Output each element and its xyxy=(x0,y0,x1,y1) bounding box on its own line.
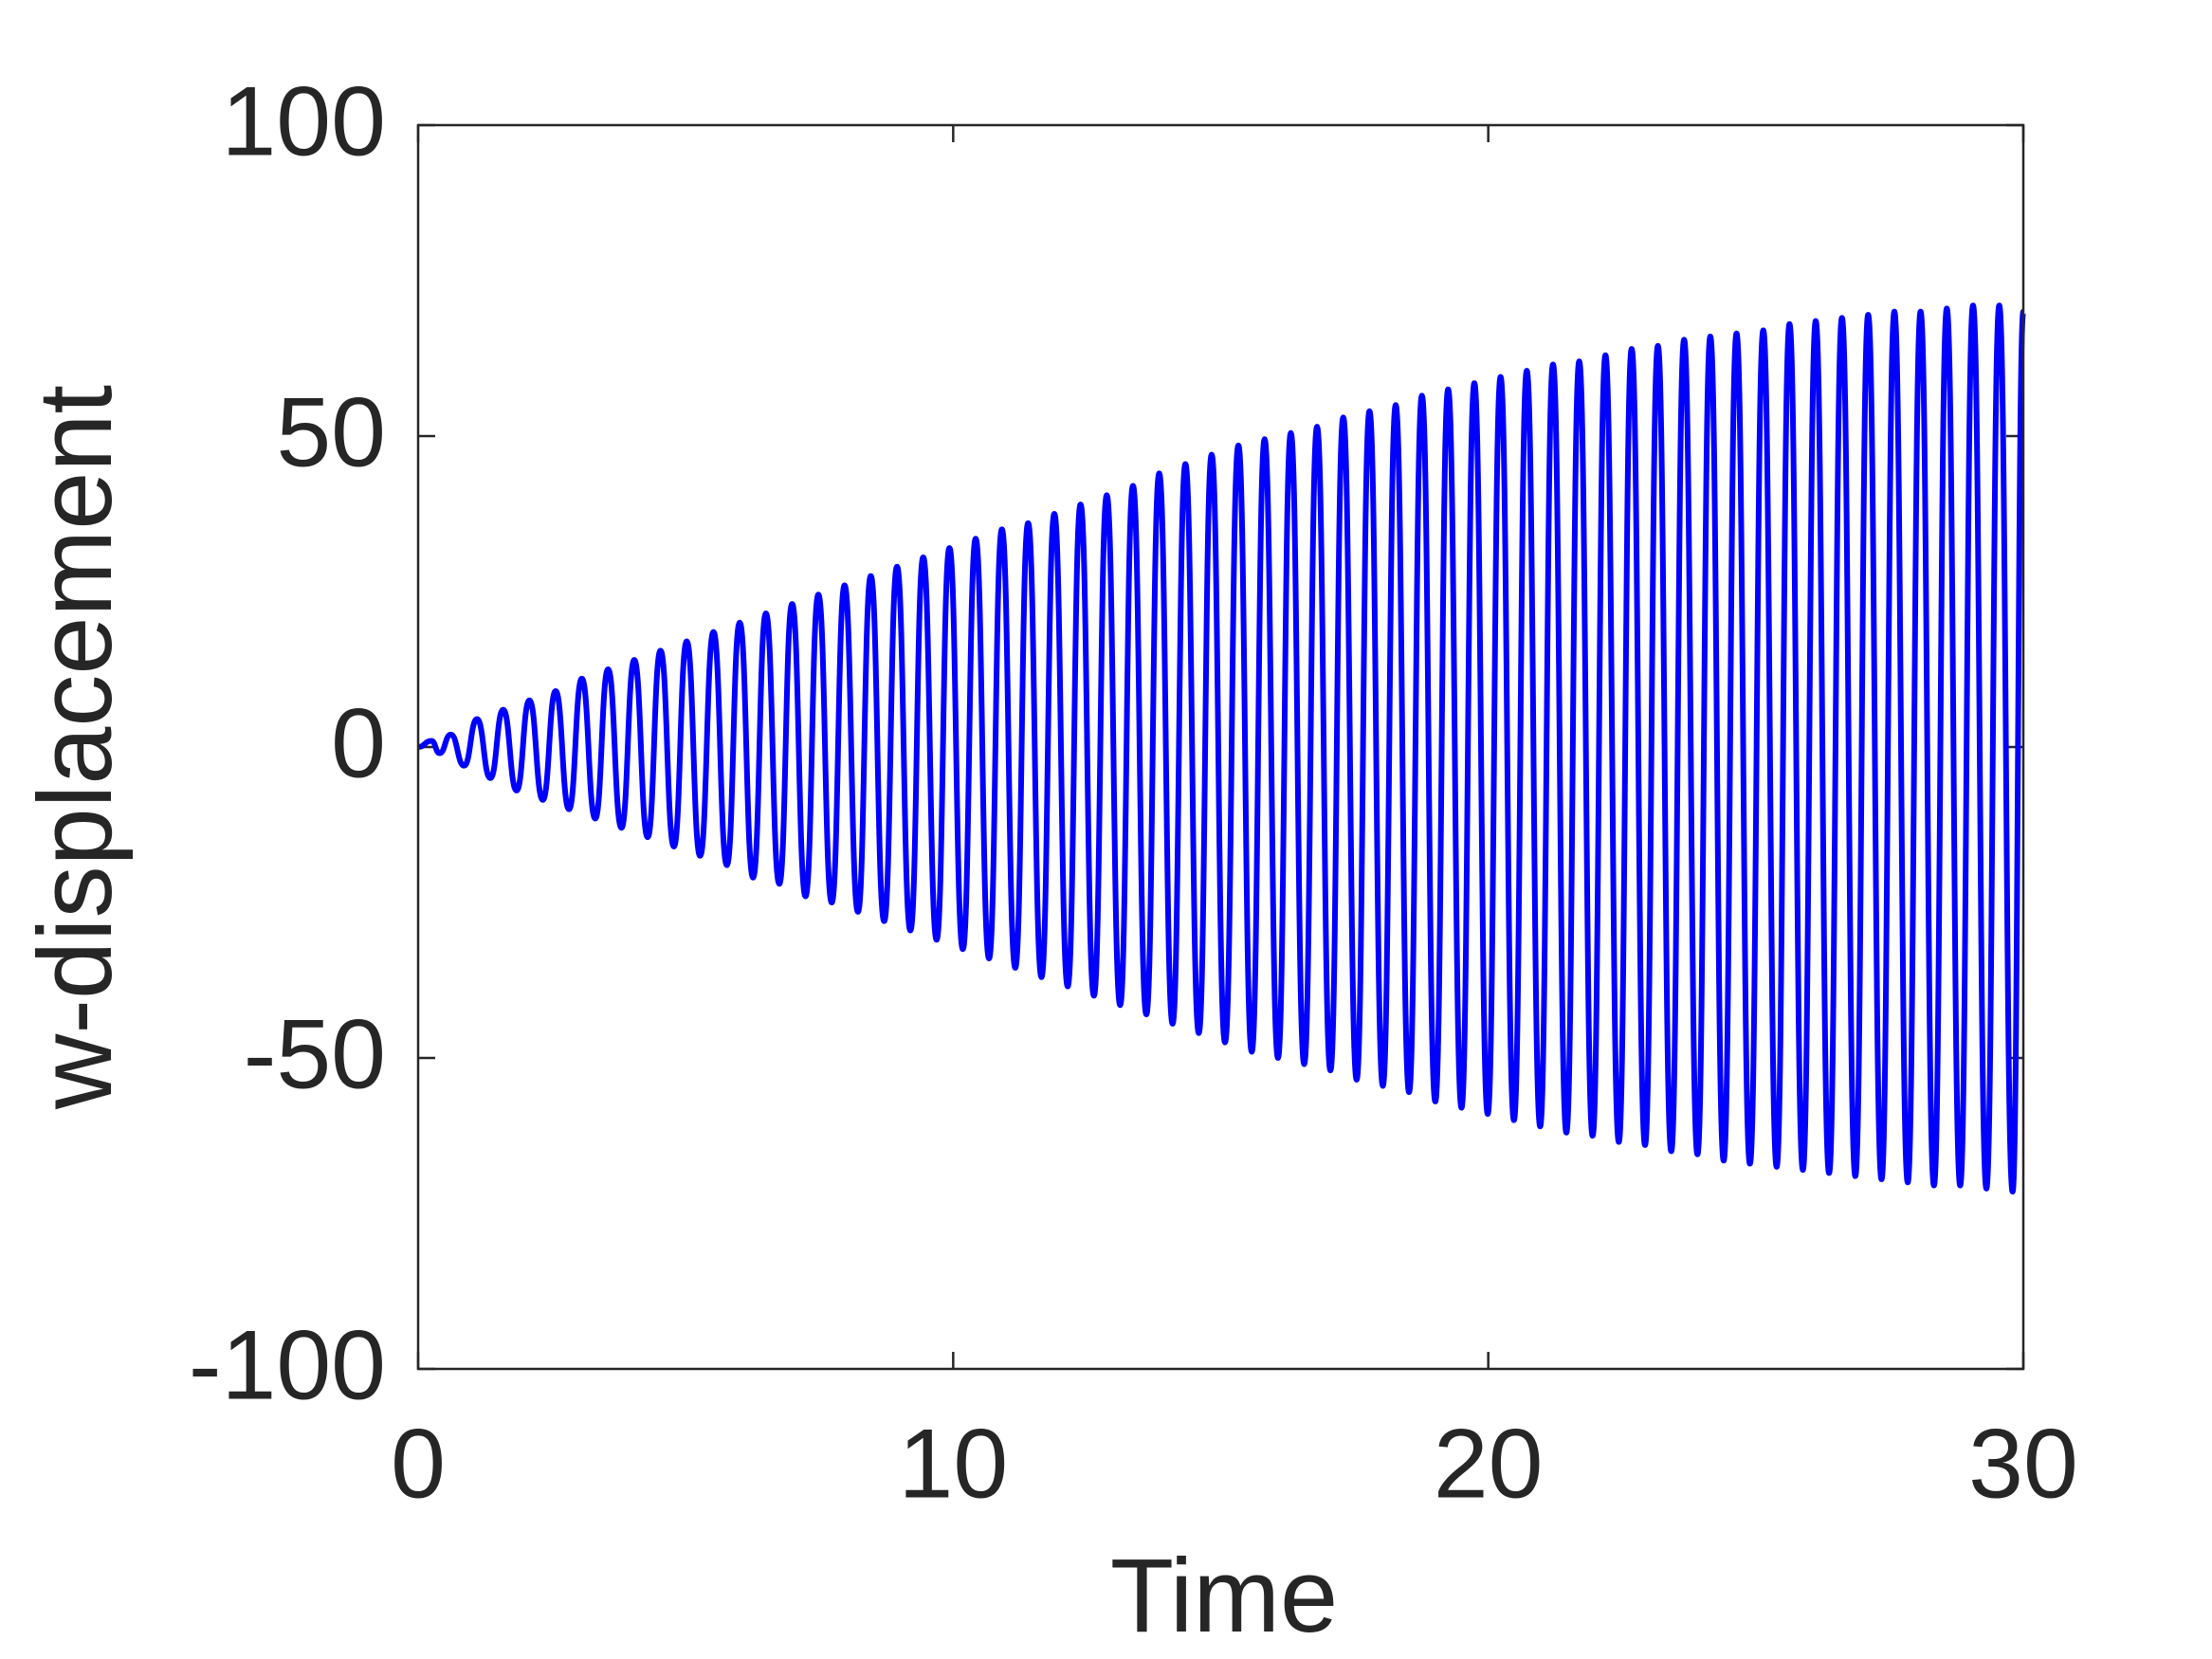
y-tick-label: 0 xyxy=(331,688,386,798)
y-tick-label: -100 xyxy=(189,1310,386,1420)
axes-box xyxy=(416,123,2025,1371)
x-tick-label: 0 xyxy=(391,1409,446,1519)
data-line xyxy=(417,302,2026,1195)
x-tick-label: 30 xyxy=(1968,1409,2078,1519)
x-tick-label: 20 xyxy=(1434,1409,1544,1519)
y-tick-label: -50 xyxy=(244,999,386,1109)
y-axis-label: w-displacement xyxy=(17,385,134,1110)
x-tick-label: 10 xyxy=(898,1409,1008,1519)
x-axis-label: Time xyxy=(1110,1538,1338,1654)
y-tick-label: 50 xyxy=(276,377,386,487)
y-tick-label: 100 xyxy=(221,66,386,176)
